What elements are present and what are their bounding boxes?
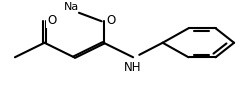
Text: Na: Na bbox=[64, 2, 79, 12]
Text: O: O bbox=[47, 14, 56, 27]
Text: NH: NH bbox=[124, 61, 142, 74]
Text: O: O bbox=[106, 14, 115, 27]
